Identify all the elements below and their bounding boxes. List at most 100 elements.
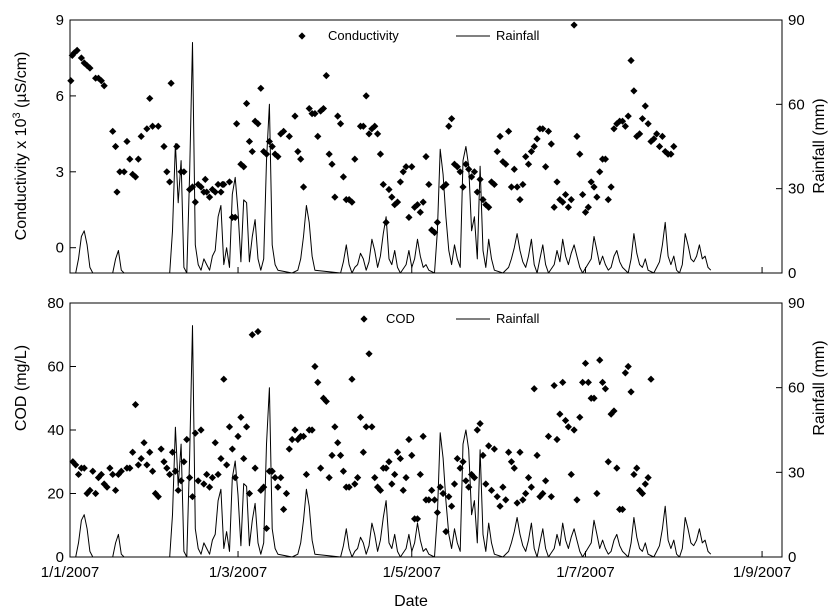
bottom-left-tick-label: 20 (47, 486, 64, 503)
bottom-cod-point (242, 423, 251, 431)
top-conductivity-point (271, 150, 279, 158)
bottom-cod-point (277, 474, 285, 482)
x-tick-label: 1/3/2007 (209, 564, 267, 581)
top-conductivity-point (524, 160, 533, 168)
bottom-cod-point (524, 474, 533, 482)
top-conductivity-point (245, 137, 254, 146)
top-conductivity-point (516, 196, 524, 204)
top-conductivity-point (280, 127, 288, 135)
top-conductivity-point (402, 163, 410, 171)
top-conductivity-point (650, 135, 658, 143)
top-conductivity-point (422, 153, 430, 161)
bottom-cod-point (106, 464, 114, 472)
top-conductivity-point (191, 198, 199, 206)
bottom-cod-point (419, 432, 427, 440)
bottom-cod-point (211, 439, 219, 447)
bottom-cod-point (282, 489, 291, 498)
top-conductivity-point (86, 64, 94, 72)
bottom-cod-point (561, 416, 570, 425)
top-conductivity-point (109, 127, 117, 135)
bottom-cod-point (598, 378, 607, 386)
bottom-left-tick-label: 0 (56, 549, 64, 566)
bottom-cod-point (382, 464, 390, 472)
bottom-cod-point (234, 432, 242, 440)
top-conductivity-point (658, 132, 666, 140)
bottom-cod-point (268, 467, 276, 475)
bottom-cod-point (92, 489, 100, 498)
top-conductivity-point (593, 193, 601, 201)
bottom-cod-point (385, 458, 393, 466)
bottom-cod-point (536, 493, 544, 501)
top-conductivity-point (325, 150, 333, 158)
top-conductivity-point (328, 160, 336, 168)
bottom-cod-point (225, 423, 234, 431)
bottom-left-tick-label: 60 (47, 359, 64, 376)
top-conductivity-point (493, 147, 501, 156)
bottom-cod-point (550, 381, 558, 390)
top-conductivity-point (388, 193, 396, 201)
top-conductivity-point (559, 198, 567, 206)
bottom-cod-point (416, 470, 424, 479)
bottom-cod-point (280, 505, 288, 513)
top-conductivity-point (339, 173, 348, 181)
bottom-cod-point (168, 448, 177, 456)
bottom-cod-point (345, 483, 353, 491)
bottom-cod-point (331, 423, 339, 431)
bottom-cod-point (581, 359, 590, 367)
top-conductivity-point (587, 178, 595, 186)
bottom-cod-point (453, 454, 461, 463)
bottom-cod-point (288, 435, 296, 444)
bottom-cod-point (223, 461, 231, 469)
top-conductivity-point (163, 168, 171, 176)
top-conductivity-point (334, 112, 342, 120)
top-conductivity-point (610, 125, 618, 133)
bottom-cod-point (89, 467, 97, 475)
bottom-cod-point (157, 445, 165, 453)
bottom-cod-point (109, 470, 117, 479)
bottom-cod-point (365, 350, 373, 358)
bottom-cod-point (271, 474, 279, 482)
top-conductivity-point (240, 163, 248, 171)
bottom-cod-point (80, 464, 88, 472)
bottom-cod-point (638, 489, 647, 498)
top-conductivity-point (365, 130, 373, 138)
top-conductivity-point (134, 155, 142, 163)
bottom-cod-point (504, 448, 513, 456)
top-conductivity-point (607, 183, 615, 191)
top-conductivity-point (274, 153, 282, 161)
bottom-cod-point (513, 499, 521, 507)
top-conductivity-point (513, 183, 521, 191)
bottom-cod-point (490, 445, 498, 453)
bottom-cod-point (644, 474, 652, 482)
top-conductivity-point (362, 92, 370, 100)
bottom-right-tick-label: 60 (788, 380, 805, 397)
top-conductivity-point (67, 77, 75, 85)
top-conductivity-point (530, 142, 538, 151)
bottom-cod-point (220, 375, 228, 383)
bottom-cod-point (436, 483, 444, 491)
bottom-right-tick-label: 90 (788, 295, 805, 312)
top-conductivity-point (242, 99, 251, 108)
top-conductivity-point (573, 132, 581, 140)
top-conductivity-point (533, 135, 541, 143)
top-right-axis-title: Rainfall (mm) (811, 98, 828, 193)
top-conductivity-point (522, 153, 530, 161)
bottom-cod-point (359, 448, 367, 456)
bottom-cod-point (148, 467, 157, 475)
bottom-cod-point (533, 451, 541, 459)
top-conductivity-point (305, 104, 313, 113)
bottom-cod-point (624, 362, 632, 371)
top-left-tick-label: 0 (56, 240, 64, 257)
top-conductivity-point (77, 54, 85, 62)
top-conductivity-point (257, 84, 265, 92)
bottom-cod-point (154, 493, 162, 501)
top-conductivity-point (351, 155, 359, 163)
top-conductivity-point (613, 120, 621, 128)
bottom-cod-point (351, 480, 359, 488)
top-conductivity-point (456, 168, 464, 176)
top-conductivity-point (550, 203, 558, 211)
bottom-cod-point (570, 426, 578, 434)
bottom-cod-point (430, 496, 439, 504)
top-conductivity-point (173, 142, 181, 151)
